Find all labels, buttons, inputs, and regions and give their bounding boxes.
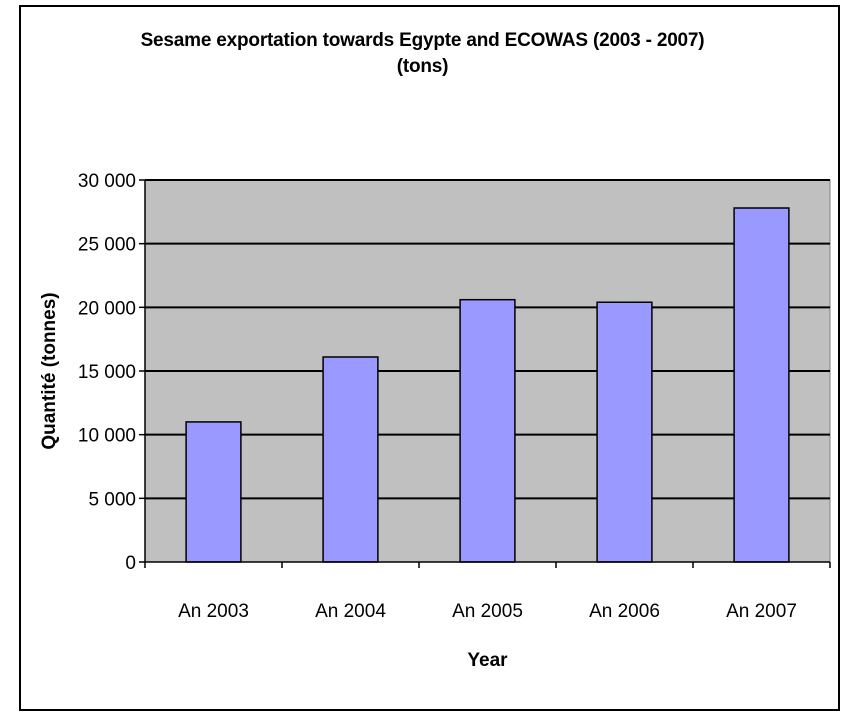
y-tick-labels: 0 5 000 10 000 15 000 20 000 25 000 30 000: [78, 171, 136, 574]
bar-an-2005: [459, 298, 516, 563]
x-axis-title: Year: [467, 650, 508, 671]
x-tick-label: An 2007: [726, 601, 797, 622]
bar-an-2003: [185, 421, 242, 563]
y-tick-label: 30 000: [78, 171, 136, 192]
x-tick-label: An 2005: [452, 601, 523, 622]
bar-an-2006: [596, 301, 653, 563]
x-tick-labels: An 2003 An 2004 An 2005 An 2006 An 2007: [178, 601, 797, 622]
axes: [139, 179, 831, 568]
chart-title-block: Sesame exportation towards Egypte and EC…: [0, 28, 845, 80]
y-axis-title: Quantité (tonnes): [39, 292, 60, 449]
y-tick-label: 10 000: [78, 426, 136, 447]
bar-an-2004: [322, 356, 379, 563]
y-tick-label: 15 000: [78, 362, 136, 383]
chart-title: Sesame exportation towards Egypte and EC…: [140, 30, 705, 51]
x-tick-label: An 2004: [315, 601, 386, 622]
y-tick-label: 25 000: [78, 235, 136, 256]
x-tick-label: An 2003: [178, 601, 249, 622]
bars: [185, 207, 790, 563]
bar-an-2007: [733, 207, 790, 563]
y-tick-label: 0: [125, 553, 136, 574]
y-tick-label: 20 000: [78, 298, 136, 319]
x-tick-label: An 2006: [589, 601, 660, 622]
chart-subtitle: (tons): [396, 56, 449, 77]
y-tick-label: 5 000: [88, 489, 136, 510]
